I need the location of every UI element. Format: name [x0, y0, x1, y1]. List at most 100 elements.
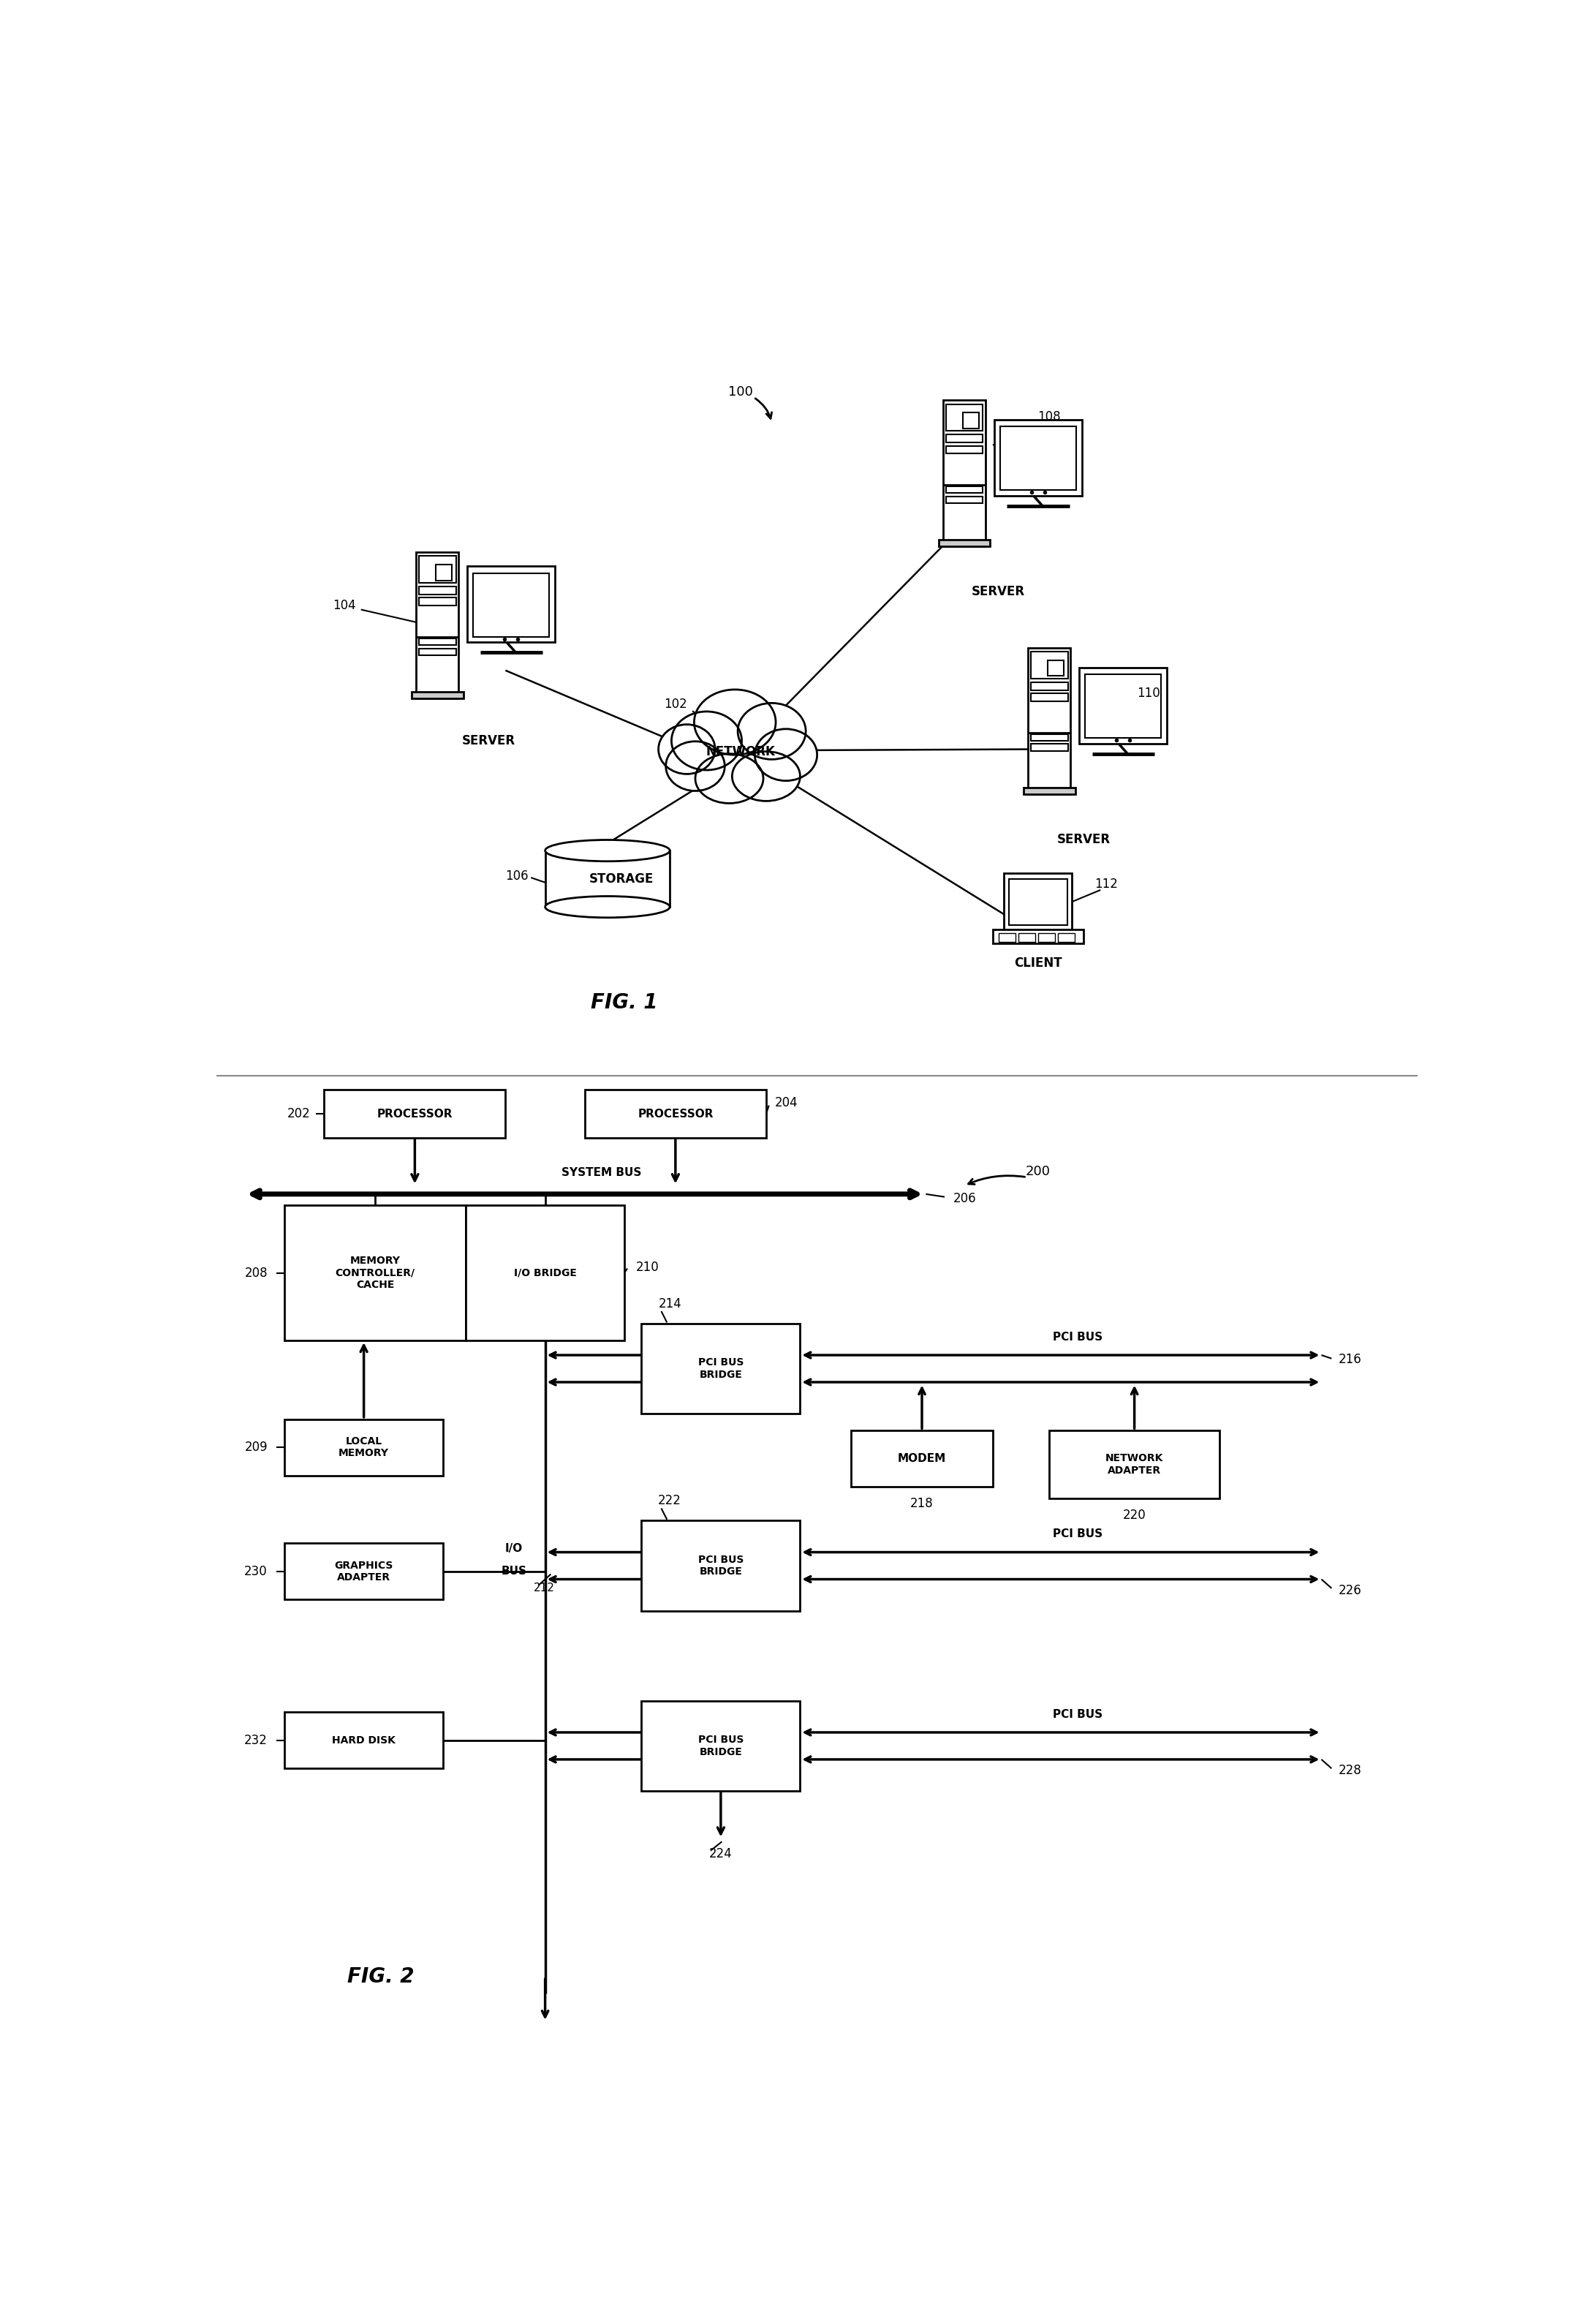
FancyBboxPatch shape: [1031, 692, 1068, 702]
FancyBboxPatch shape: [1009, 878, 1068, 924]
FancyBboxPatch shape: [1028, 648, 1071, 794]
FancyBboxPatch shape: [1050, 1431, 1219, 1498]
Text: 214: 214: [658, 1297, 681, 1311]
FancyBboxPatch shape: [946, 435, 983, 442]
Text: PCI BUS
BRIDGE: PCI BUS BRIDGE: [697, 1357, 744, 1380]
FancyBboxPatch shape: [938, 540, 990, 547]
FancyBboxPatch shape: [642, 1522, 800, 1610]
Text: 222: 222: [658, 1494, 681, 1508]
Ellipse shape: [659, 725, 715, 774]
Text: 218: 218: [910, 1496, 934, 1510]
FancyBboxPatch shape: [284, 1712, 444, 1769]
FancyBboxPatch shape: [1031, 734, 1068, 741]
FancyBboxPatch shape: [993, 929, 1084, 943]
Text: 106: 106: [506, 868, 528, 882]
FancyBboxPatch shape: [1058, 933, 1074, 943]
FancyBboxPatch shape: [1085, 674, 1162, 739]
FancyBboxPatch shape: [324, 1091, 506, 1137]
Text: 202: 202: [287, 1107, 310, 1121]
FancyBboxPatch shape: [946, 486, 983, 493]
FancyBboxPatch shape: [999, 426, 1076, 491]
FancyBboxPatch shape: [472, 572, 549, 637]
Ellipse shape: [672, 711, 742, 769]
Text: 216: 216: [1339, 1353, 1361, 1366]
Text: 220: 220: [1124, 1508, 1146, 1522]
FancyBboxPatch shape: [468, 565, 555, 642]
FancyBboxPatch shape: [999, 933, 1015, 943]
Text: I/O BRIDGE: I/O BRIDGE: [514, 1267, 576, 1278]
Text: PCI BUS
BRIDGE: PCI BUS BRIDGE: [697, 1554, 744, 1577]
Text: PROCESSOR: PROCESSOR: [638, 1109, 713, 1119]
FancyBboxPatch shape: [1031, 683, 1068, 690]
Ellipse shape: [737, 704, 806, 760]
FancyBboxPatch shape: [946, 496, 983, 503]
FancyBboxPatch shape: [412, 692, 463, 699]
FancyBboxPatch shape: [420, 598, 456, 607]
FancyBboxPatch shape: [1037, 933, 1055, 943]
Text: FIG. 2: FIG. 2: [348, 1966, 415, 1987]
Text: NETWORK
ADAPTER: NETWORK ADAPTER: [1106, 1454, 1163, 1475]
FancyBboxPatch shape: [284, 1204, 466, 1341]
FancyBboxPatch shape: [851, 1431, 993, 1487]
Text: MEMORY
CONTROLLER/
CACHE: MEMORY CONTROLLER/ CACHE: [335, 1255, 415, 1290]
FancyBboxPatch shape: [436, 565, 452, 581]
Text: SERVER: SERVER: [461, 734, 516, 748]
Text: 209: 209: [244, 1441, 268, 1454]
Text: 208: 208: [244, 1267, 268, 1278]
Text: 100: 100: [728, 384, 753, 398]
Text: SERVER: SERVER: [972, 586, 1025, 598]
Ellipse shape: [694, 690, 776, 755]
Text: 228: 228: [1339, 1765, 1361, 1776]
Text: BUS: BUS: [501, 1566, 527, 1577]
Text: STORAGE: STORAGE: [589, 873, 654, 885]
Text: 224: 224: [709, 1848, 733, 1860]
Ellipse shape: [666, 741, 725, 790]
Text: 204: 204: [774, 1095, 798, 1109]
Text: LOCAL
MEMORY: LOCAL MEMORY: [338, 1436, 389, 1459]
Text: SYSTEM BUS: SYSTEM BUS: [562, 1167, 642, 1179]
FancyBboxPatch shape: [642, 1700, 800, 1790]
Text: 212: 212: [533, 1582, 555, 1593]
FancyBboxPatch shape: [1079, 667, 1167, 743]
FancyBboxPatch shape: [417, 551, 458, 699]
Ellipse shape: [733, 750, 800, 801]
FancyBboxPatch shape: [962, 412, 978, 428]
FancyBboxPatch shape: [994, 419, 1082, 496]
FancyBboxPatch shape: [420, 556, 456, 584]
FancyBboxPatch shape: [943, 401, 986, 547]
Text: 230: 230: [244, 1566, 268, 1577]
FancyBboxPatch shape: [284, 1420, 444, 1475]
Text: 232: 232: [244, 1735, 268, 1746]
Text: NETWORK: NETWORK: [705, 746, 776, 760]
Text: GRAPHICS
ADAPTER: GRAPHICS ADAPTER: [335, 1561, 393, 1582]
Text: SERVER: SERVER: [1057, 834, 1111, 845]
Text: PCI BUS: PCI BUS: [1053, 1529, 1103, 1540]
Text: PCI BUS: PCI BUS: [1053, 1332, 1103, 1343]
Ellipse shape: [755, 730, 817, 780]
Text: PCI BUS: PCI BUS: [1053, 1709, 1103, 1721]
FancyBboxPatch shape: [946, 445, 983, 454]
Text: HARD DISK: HARD DISK: [332, 1735, 396, 1746]
FancyBboxPatch shape: [946, 403, 983, 431]
Text: 112: 112: [1095, 878, 1117, 892]
Text: 200: 200: [1026, 1165, 1050, 1179]
Text: 102: 102: [664, 697, 686, 711]
FancyBboxPatch shape: [642, 1322, 800, 1413]
Text: 110: 110: [1136, 686, 1160, 699]
Text: 206: 206: [953, 1193, 977, 1204]
Text: MODEM: MODEM: [897, 1452, 946, 1464]
FancyBboxPatch shape: [420, 586, 456, 595]
FancyBboxPatch shape: [1031, 651, 1068, 679]
Text: 108: 108: [1037, 410, 1061, 424]
Text: FIG. 1: FIG. 1: [591, 991, 658, 1012]
FancyBboxPatch shape: [1031, 743, 1068, 750]
Text: CLIENT: CLIENT: [1013, 957, 1061, 970]
Text: PCI BUS
BRIDGE: PCI BUS BRIDGE: [697, 1735, 744, 1758]
Ellipse shape: [696, 753, 763, 804]
FancyBboxPatch shape: [546, 850, 670, 908]
FancyBboxPatch shape: [1049, 660, 1065, 676]
Text: 210: 210: [635, 1260, 659, 1274]
Ellipse shape: [546, 896, 670, 917]
FancyBboxPatch shape: [420, 639, 456, 644]
Text: PROCESSOR: PROCESSOR: [377, 1109, 453, 1119]
